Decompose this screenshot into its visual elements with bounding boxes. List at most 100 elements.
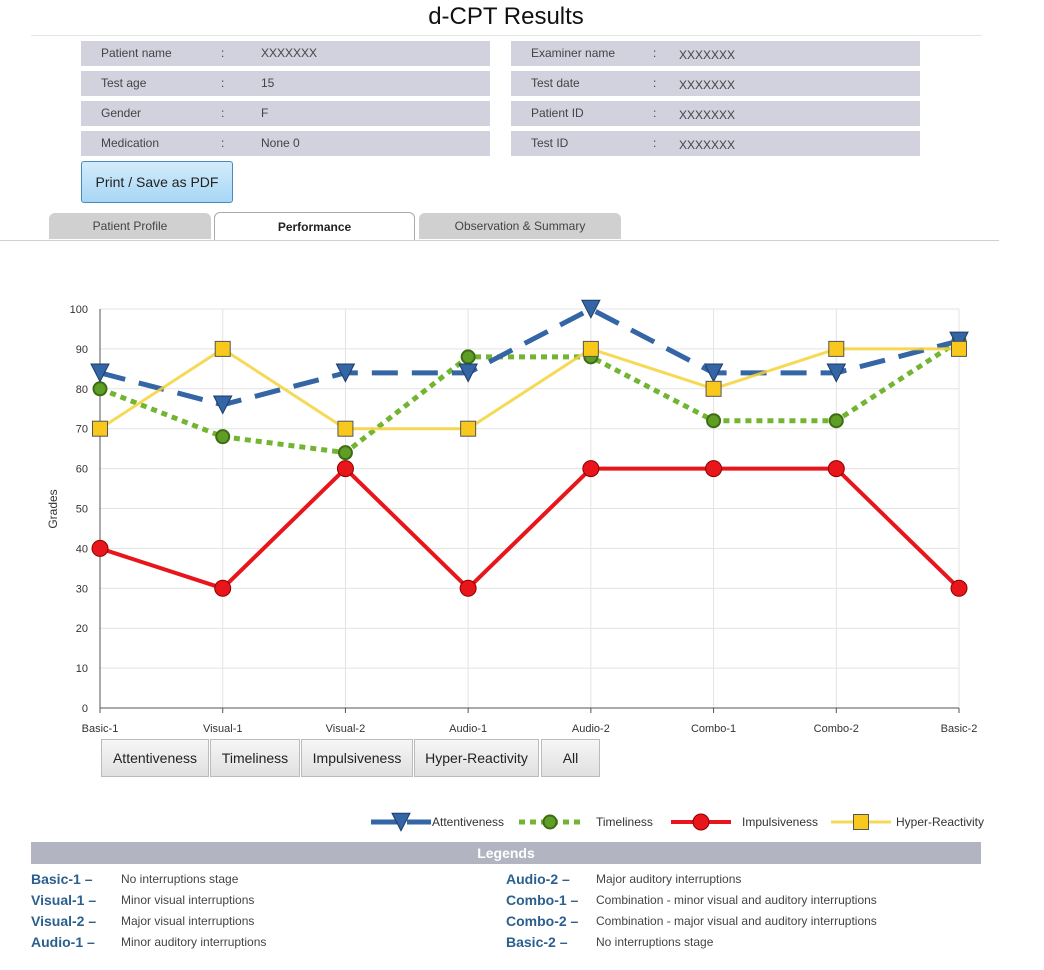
hyper-reactivity-point <box>705 380 722 397</box>
legend-key-audio-2: Audio-2 – <box>506 871 570 887</box>
title-divider <box>31 35 982 36</box>
hyper-reactivity-point <box>582 340 599 357</box>
info-colon: : <box>221 106 225 120</box>
series-timeliness <box>92 333 967 461</box>
filter-all-button[interactable]: All <box>541 739 600 777</box>
y-tick-label: 20 <box>76 623 88 635</box>
info-row-medication: Medication : None 0 <box>81 131 490 156</box>
y-tick-label: 10 <box>76 663 88 675</box>
info-row-test-id: Test ID : XXXXXXX <box>511 131 920 156</box>
info-label: Patient ID <box>531 106 584 120</box>
series-hyper-reactivity <box>92 340 967 437</box>
y-tick-label: 50 <box>76 504 88 516</box>
hyper-reactivity-point <box>460 420 477 437</box>
info-label: Test ID <box>531 136 569 150</box>
info-colon: : <box>653 106 657 120</box>
chart-axes: 0 10 20 30 40 50 60 70 80 90 100 Basic-1 Visual-1 Vis… <box>70 304 978 735</box>
y-tick-label: 70 <box>76 424 88 436</box>
legend-key-basic-2: Basic-2 – <box>506 934 568 950</box>
info-value: XXXXXXX <box>679 78 736 92</box>
x-tick-label: Visual-2 <box>326 723 366 735</box>
info-row-patient-name: Patient name : XXXXXXX <box>81 41 490 66</box>
info-label: Test age <box>101 76 147 90</box>
info-row-patient-id: Patient ID : XXXXXXX <box>511 101 920 126</box>
impulsiveness-point <box>827 460 845 478</box>
page-title: d-CPT Results <box>428 3 584 30</box>
info-row-examiner-name: Examiner name : XXXXXXX <box>511 41 920 66</box>
performance-chart: 0 10 20 30 40 50 60 70 80 90 100 Basic-1 Visual-1 Vis… <box>46 299 978 735</box>
legend-desc-visual-2: Major visual interruptions <box>121 914 255 928</box>
legend-item-impulsiveness: Impulsiveness <box>671 813 818 831</box>
timeliness-point <box>215 429 231 445</box>
print-save-pdf-button[interactable]: Print / Save as PDF <box>81 161 233 203</box>
impulsiveness-point <box>582 460 600 478</box>
impulsiveness-line <box>99 465 961 592</box>
legend-key-combo-2: Combo-2 – <box>506 913 579 929</box>
legend-swatch-marker <box>853 814 869 830</box>
legend-key-combo-1: Combo-1 – <box>506 892 579 908</box>
legend-key-visual-2: Visual-2 – <box>31 913 97 929</box>
legend-label: Impulsiveness <box>742 815 818 829</box>
hyper-reactivity-point <box>214 340 231 357</box>
x-tick-label: Audio-2 <box>572 723 610 735</box>
filter-impulsiveness-button[interactable]: Impulsiveness <box>301 739 413 777</box>
info-colon: : <box>221 46 225 60</box>
legend-swatch-marker <box>542 814 558 830</box>
x-tick-label: Audio-1 <box>449 723 487 735</box>
tab-patient-profile[interactable]: Patient Profile <box>49 213 211 239</box>
y-tick-label: 30 <box>76 583 88 595</box>
impulsiveness-point <box>214 579 232 597</box>
timeliness-point <box>337 445 353 461</box>
info-label: Medication <box>101 136 160 150</box>
impulsiveness-point <box>336 460 354 478</box>
info-value: XXXXXXX <box>679 48 736 62</box>
tab-performance[interactable]: Performance <box>214 212 415 240</box>
y-tick-label: 90 <box>76 344 88 356</box>
hyper-reactivity-point <box>92 420 108 437</box>
tab-observation-summary[interactable]: Observation & Summary <box>419 213 621 239</box>
x-tick-label: Combo-2 <box>814 723 859 735</box>
attentiveness-point <box>90 363 110 383</box>
hyper-reactivity-point <box>337 420 354 437</box>
info-colon: : <box>221 136 225 150</box>
legend-desc-audio-1: Minor auditory interruptions <box>121 935 267 949</box>
legends-header: Legends <box>31 842 981 864</box>
legend-swatch-marker <box>692 813 710 831</box>
timeliness-point <box>706 413 722 429</box>
info-value: F <box>261 106 269 120</box>
y-axis-label: Grades <box>46 489 60 528</box>
info-row-gender: Gender : F <box>81 101 490 126</box>
impulsiveness-point <box>91 539 109 557</box>
attentiveness-point <box>826 363 847 383</box>
y-tick-label: 100 <box>70 304 88 316</box>
hyper-reactivity-point <box>951 340 967 357</box>
legend-desc-basic-1: No interruptions stage <box>121 872 239 886</box>
attentiveness-point <box>703 363 724 383</box>
attentiveness-point <box>581 299 601 319</box>
legend-key-basic-1: Basic-1 – <box>31 871 93 887</box>
info-row-test-date: Test date : XXXXXXX <box>511 71 920 96</box>
filter-timeliness-button[interactable]: Timeliness <box>210 739 300 777</box>
chart-legend: Attentiveness Timeliness Impulsiveness Hype… <box>371 812 984 832</box>
filter-attentiveness-button[interactable]: Attentiveness <box>101 739 209 777</box>
legend-desc-audio-2: Major auditory interruptions <box>596 872 742 886</box>
hyper-reactivity-point <box>828 340 845 357</box>
legend-item-hyper-reactivity: Hyper-Reactivity <box>831 814 984 830</box>
info-value: None 0 <box>261 136 300 150</box>
filter-hyper-reactivity-button[interactable]: Hyper-Reactivity <box>414 739 539 777</box>
series-impulsiveness <box>91 460 968 597</box>
legend-item-attentiveness: Attentiveness <box>371 812 504 832</box>
info-label: Test date <box>531 76 580 90</box>
legend-label: Timeliness <box>596 815 653 829</box>
attentiveness-point <box>212 395 233 415</box>
info-value: XXXXXXX <box>679 138 736 152</box>
info-value: XXXXXXX <box>261 46 318 60</box>
y-tick-label: 0 <box>82 703 88 715</box>
impulsiveness-point <box>459 579 477 597</box>
info-label: Gender <box>101 106 142 120</box>
info-value: XXXXXXX <box>679 108 736 122</box>
x-tick-label: Combo-1 <box>691 723 736 735</box>
chart-series <box>90 299 969 597</box>
timeliness-point <box>828 413 844 429</box>
legend-desc-combo-1: Combination - minor visual and auditory … <box>596 893 877 907</box>
